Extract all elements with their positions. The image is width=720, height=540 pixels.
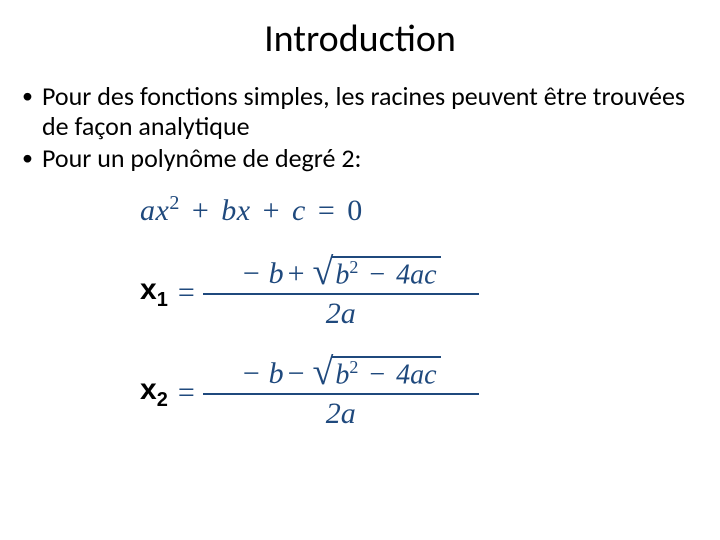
equals-op: = bbox=[318, 194, 335, 227]
radicand: b2 − 4ac bbox=[331, 356, 440, 391]
equation-quadratic: ax2 + bx + c = 0 bbox=[140, 192, 700, 228]
math-b: b bbox=[221, 194, 237, 227]
denominator: 2a bbox=[318, 395, 364, 430]
sqrt: √ b2 − 4ac bbox=[313, 256, 441, 291]
slide-title: Introduction bbox=[20, 16, 700, 62]
math-x: x bbox=[237, 194, 251, 227]
b-exp: 2 bbox=[349, 357, 358, 377]
fraction: − b − √ b2 − 4ac 2a bbox=[203, 356, 479, 430]
math-c: c bbox=[292, 194, 306, 227]
math-x: x bbox=[156, 194, 170, 227]
four-ac: 4ac bbox=[396, 359, 436, 390]
math-a: a bbox=[140, 194, 156, 227]
sign-op: − bbox=[288, 357, 305, 390]
equation-root-1: x1 = − b + √ b2 − 4ac 2a bbox=[140, 256, 700, 330]
b: b bbox=[335, 259, 349, 290]
lhs-x1: x1 bbox=[140, 273, 168, 312]
slide-container: { "title": "Introduction", "bullets": [ … bbox=[0, 0, 720, 540]
sign-op: + bbox=[288, 257, 305, 290]
four-ac: 4ac bbox=[396, 259, 436, 290]
minus-op: − bbox=[369, 359, 385, 390]
lhs-sub: 2 bbox=[157, 389, 168, 411]
radical-icon: √ bbox=[313, 258, 334, 287]
sqrt: √ b2 − 4ac bbox=[313, 356, 441, 391]
math-exp: 2 bbox=[169, 192, 180, 214]
equals-op: = bbox=[178, 376, 195, 410]
b-exp: 2 bbox=[349, 257, 358, 277]
math-zero: 0 bbox=[347, 194, 363, 227]
bullet-item: Pour des fonctions simples, les racines … bbox=[22, 82, 700, 142]
minus-op: − bbox=[369, 259, 385, 290]
equals-op: = bbox=[178, 276, 195, 310]
bullet-list: Pour des fonctions simples, les racines … bbox=[20, 82, 700, 174]
lhs-sub: 1 bbox=[157, 289, 168, 311]
b: b bbox=[335, 359, 349, 390]
numerator: − b − √ b2 − 4ac bbox=[203, 356, 479, 395]
radical-icon: √ bbox=[313, 358, 334, 387]
numerator: − b + √ b2 − 4ac bbox=[203, 256, 479, 295]
lhs-x: x bbox=[140, 373, 157, 406]
lhs-x: x bbox=[140, 273, 157, 306]
bullet-item: Pour un polynôme de degré 2: bbox=[22, 144, 700, 174]
radicand: b2 − 4ac bbox=[331, 256, 440, 291]
plus-op: + bbox=[263, 194, 280, 227]
equation-root-2: x2 = − b − √ b2 − 4ac 2a bbox=[140, 356, 700, 430]
minus-b: − b bbox=[241, 257, 284, 290]
plus-op: + bbox=[192, 194, 209, 227]
minus-b: − b bbox=[241, 357, 284, 390]
fraction: − b + √ b2 − 4ac 2a bbox=[203, 256, 479, 330]
denominator: 2a bbox=[318, 295, 364, 330]
lhs-x2: x2 bbox=[140, 373, 168, 412]
math-block: ax2 + bx + c = 0 x1 = − b + √ b2 bbox=[140, 192, 700, 430]
